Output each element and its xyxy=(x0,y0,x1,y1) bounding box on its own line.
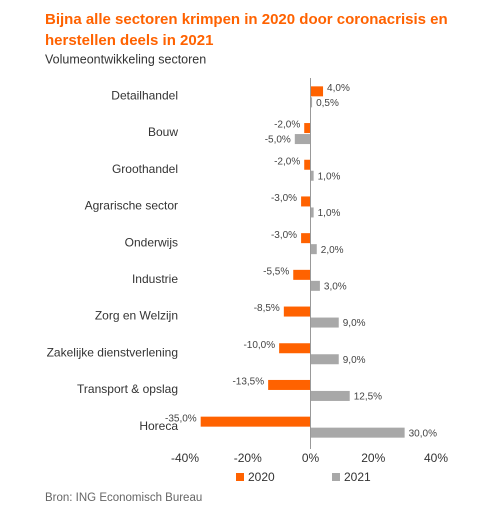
y-tick-label: Industrie xyxy=(132,272,178,286)
legend-label: 2021 xyxy=(344,470,371,484)
legend-label: 2020 xyxy=(248,470,275,484)
bar xyxy=(283,306,311,317)
legend-marker xyxy=(332,473,340,481)
bar xyxy=(310,244,317,255)
bar xyxy=(293,269,311,280)
chart-title: herstellen deels in 2021 xyxy=(45,32,213,49)
bar xyxy=(279,343,311,354)
value-label: -3,0% xyxy=(271,230,297,241)
value-label: 12,5% xyxy=(354,392,382,403)
value-label: 1,0% xyxy=(318,208,341,219)
source: Bron: ING Economisch Bureau xyxy=(45,492,202,504)
bar xyxy=(310,427,405,438)
value-label: -13,5% xyxy=(232,377,264,388)
value-label: 4,0% xyxy=(327,83,350,94)
value-label: 9,0% xyxy=(343,355,366,366)
value-label: 3,0% xyxy=(324,281,347,292)
y-tick-label: Zorg en Welzijn xyxy=(95,309,178,323)
value-label: 9,0% xyxy=(343,318,366,329)
y-tick-label: Transport & opslag xyxy=(77,382,178,396)
value-label: -35,0% xyxy=(165,413,197,424)
y-tick-label: Horeca xyxy=(139,419,178,433)
y-tick-label: Zakelijke dienstverlening xyxy=(47,345,178,359)
bar xyxy=(310,97,313,108)
value-label: 2,0% xyxy=(321,245,344,256)
bar xyxy=(304,123,311,134)
value-label: -2,0% xyxy=(274,120,300,131)
bar xyxy=(310,207,314,218)
value-label: -3,0% xyxy=(271,193,297,204)
bar xyxy=(200,416,311,427)
value-label: 30,0% xyxy=(409,428,437,439)
bar xyxy=(301,233,311,244)
chart-subtitle: Volumeontwikkeling sectoren xyxy=(45,52,206,66)
value-label: -8,5% xyxy=(254,303,280,314)
y-tick-label: Groothandel xyxy=(112,162,178,176)
bar xyxy=(310,390,350,401)
x-tick-label: 0% xyxy=(302,451,320,465)
bar xyxy=(310,170,314,181)
bar xyxy=(310,280,320,291)
y-tick-label: Bouw xyxy=(148,125,178,139)
value-label: 0,5% xyxy=(316,98,339,109)
bar xyxy=(294,134,311,145)
y-tick-label: Onderwijs xyxy=(125,235,178,249)
legend-marker xyxy=(236,473,244,481)
bar xyxy=(310,86,324,97)
x-tick-label: 40% xyxy=(424,451,448,465)
value-label: -10,0% xyxy=(243,340,275,351)
y-tick-label: Agrarische sector xyxy=(85,199,178,213)
x-tick-label: -40% xyxy=(171,451,199,465)
value-label: -2,0% xyxy=(274,156,300,167)
bar xyxy=(268,379,311,390)
value-label: -5,0% xyxy=(265,135,291,146)
chart-title: Bijna alle sectoren krimpen in 2020 door… xyxy=(45,11,448,28)
bar xyxy=(301,196,311,207)
bar xyxy=(304,159,311,170)
y-tick-label: Detailhandel xyxy=(111,89,178,103)
x-tick-label: 20% xyxy=(361,451,385,465)
value-label: 1,0% xyxy=(318,171,341,182)
x-tick-label: -20% xyxy=(234,451,262,465)
value-label: -5,5% xyxy=(263,266,289,277)
bar xyxy=(310,317,339,328)
bar xyxy=(310,354,339,365)
